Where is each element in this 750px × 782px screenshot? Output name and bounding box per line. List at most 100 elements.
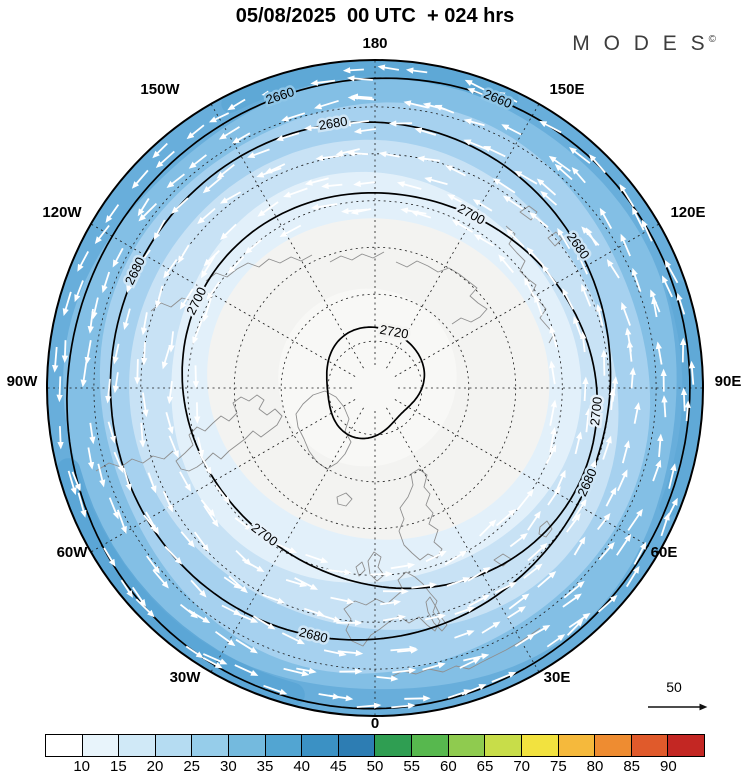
- wind-vector-arrow-icon: [417, 155, 440, 162]
- wind-vector-arrow-icon: [347, 94, 375, 102]
- meridian-line: [386, 407, 540, 673]
- wind-vector-arrow-icon: [274, 542, 298, 554]
- wind-vector-arrow-icon: [505, 228, 525, 248]
- wind-vector-arrow-icon: [609, 387, 616, 410]
- wind-vector-arrow-icon: [585, 407, 592, 433]
- colorbar-tick: 20: [146, 758, 164, 775]
- wind-vector-arrow-icon: [596, 512, 611, 531]
- wind-vector-arrow-icon: [631, 267, 642, 292]
- colorbar-tick: 65: [476, 758, 494, 775]
- coastline: [295, 390, 352, 470]
- wind-vector-arrow-icon: [596, 303, 604, 327]
- meridian-line: [394, 223, 660, 377]
- wind-vector-arrow-icon: [343, 120, 370, 127]
- wind-vector-arrow-icon: [314, 99, 339, 110]
- wind-vector-arrow-icon: [165, 412, 174, 435]
- lon-label-150E: 150E: [549, 81, 584, 98]
- wind-vector-arrow-icon: [101, 271, 111, 294]
- wind-vector-arrow-icon: [620, 302, 631, 326]
- wind-vector-arrow-icon: [321, 182, 343, 190]
- wind-vector-arrow-icon: [377, 64, 400, 71]
- wind-vector-arrow-icon: [514, 170, 538, 185]
- wind-vector-arrow-icon: [626, 340, 634, 362]
- wind-vector-arrow-icon: [244, 239, 262, 255]
- wind-vector-arrow-icon: [425, 613, 446, 621]
- wind-vector-arrow-icon: [473, 234, 495, 247]
- wind-vector-arrow-icon: [580, 331, 587, 353]
- wind-vector-arrow-icon: [479, 519, 497, 537]
- colorbar-cell: [448, 735, 486, 756]
- wind-vector-arrow-icon: [166, 380, 174, 405]
- wind-vector-arrow-icon: [264, 163, 286, 174]
- wind-vector-arrow-icon: [378, 151, 400, 158]
- colorbar-cell: [265, 735, 303, 756]
- reference-arrow-label: 50: [666, 679, 682, 695]
- wind-vector-arrow-icon: [62, 291, 72, 317]
- colorbar-cell: [229, 735, 266, 756]
- wind-vector-arrow-icon: [105, 378, 112, 404]
- coastline: [336, 492, 353, 507]
- wind-vector-arrow-icon: [557, 227, 571, 250]
- wind-vector-arrow-icon: [545, 444, 557, 465]
- wind-vector-arrow-icon: [168, 435, 179, 459]
- wind-vector-arrow-icon: [516, 489, 534, 511]
- wind-vector-arrow-icon: [304, 177, 329, 186]
- wind-vector-arrow-icon: [554, 163, 573, 181]
- wind-vector-arrow-icon: [566, 513, 581, 533]
- colorbar-tick: 25: [183, 758, 200, 775]
- wind-vector-arrow-icon: [509, 533, 528, 548]
- meridian-line: [90, 399, 356, 553]
- meridian-line: [386, 103, 540, 369]
- wind-vector-arrow-icon: [77, 250, 89, 272]
- wind-vector-arrow-icon: [347, 150, 369, 157]
- wind-vector-arrow-icon: [527, 543, 548, 562]
- wind-vector-arrow-icon: [633, 402, 641, 424]
- wind-vector-arrow-icon: [323, 649, 347, 657]
- map-interior: 2660 266026802680268026802680270027002700…: [47, 60, 703, 716]
- wind-vector-arrow-icon: [585, 227, 598, 247]
- wind-vector-arrow-icon: [139, 422, 146, 448]
- latitude-circle: [280, 293, 470, 483]
- wind-vector-arrow-icon: [573, 536, 586, 556]
- wind-vector-arrow-icon: [190, 579, 207, 598]
- wind-arrows: [52, 64, 696, 710]
- wind-vector-arrow-icon: [390, 645, 418, 653]
- wind-vector-arrow-icon: [529, 212, 549, 228]
- wind-vector-arrow-icon: [171, 197, 189, 214]
- wind-vector-arrow-icon: [376, 675, 399, 682]
- wind-vector-arrow-icon: [179, 288, 194, 310]
- wind-vector-arrow-icon: [155, 285, 164, 309]
- wind-vector-arrow-icon: [569, 147, 591, 164]
- wind-vector-arrow-icon: [208, 112, 230, 123]
- lon-label-0: 0: [371, 715, 379, 732]
- wind-vector-arrow-icon: [562, 593, 582, 608]
- wind-vector-arrow-icon: [147, 472, 157, 494]
- wind-vector-arrow-icon: [467, 88, 488, 98]
- wind-vector-arrow-icon: [107, 421, 116, 444]
- wind-vector-arrow-icon: [411, 582, 438, 589]
- wind-vector-arrow-icon: [447, 194, 469, 207]
- coastline: [205, 254, 313, 282]
- wind-vector-arrow-icon: [536, 178, 557, 196]
- wind-vector-arrow-icon: [216, 163, 235, 179]
- speed-patch: [221, 60, 519, 113]
- wind-vector-arrow-icon: [391, 702, 416, 710]
- wind-vector-arrow-icon: [235, 549, 252, 566]
- wind-vector-arrow-icon: [625, 565, 640, 588]
- wind-vector-arrow-icon: [221, 604, 242, 616]
- wind-vector-arrow-icon: [662, 275, 673, 298]
- wind-vector-arrow-icon: [263, 684, 288, 695]
- wind-vector-arrow-icon: [162, 490, 173, 513]
- lon-label-60E: 60E: [651, 544, 678, 561]
- colorbar-tick: 70: [513, 758, 530, 775]
- wind-vector-arrow-icon: [105, 204, 120, 224]
- wind-vector-arrow-icon: [350, 93, 373, 100]
- wind-vector-arrow-icon: [514, 633, 536, 648]
- wind-vector-arrow-icon: [342, 67, 364, 74]
- wind-vector-arrow-icon: [341, 207, 368, 215]
- colorbar-tick: 55: [403, 758, 420, 775]
- colorbar-cell: [82, 735, 120, 756]
- wind-vector-arrow-icon: [318, 693, 341, 700]
- wind-vector-arrow-icon: [459, 657, 481, 669]
